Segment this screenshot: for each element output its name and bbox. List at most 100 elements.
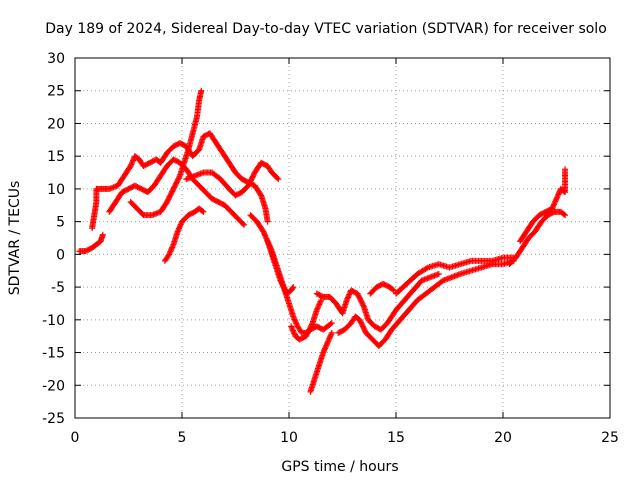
data-point [249, 174, 256, 181]
data-point [328, 320, 335, 327]
data-point [246, 180, 253, 187]
data-point [279, 281, 286, 288]
data-point [308, 322, 315, 329]
series-track-8 [264, 238, 297, 297]
data-point [355, 293, 362, 300]
x-tick-label: 10 [280, 430, 298, 446]
data-point [99, 231, 106, 238]
data-point [281, 286, 288, 293]
data-point [250, 172, 257, 179]
data-point [423, 265, 430, 272]
data-point [165, 196, 172, 203]
data-point [200, 208, 207, 215]
data-point [360, 324, 367, 331]
data-point [435, 271, 442, 277]
data-point [357, 295, 364, 302]
data-point [174, 178, 181, 185]
series-track-3 [106, 156, 248, 228]
data-point [307, 324, 314, 331]
data-point [357, 297, 364, 304]
y-tick-label: -20 [42, 378, 65, 394]
series-track-6 [183, 159, 282, 199]
data-point [360, 302, 367, 309]
data-point [198, 87, 205, 94]
data-point [358, 298, 365, 305]
data-point [278, 280, 285, 287]
data-point [168, 189, 175, 196]
data-point [306, 326, 313, 333]
y-tick-label: -5 [51, 280, 65, 296]
y-tick-label: 25 [47, 84, 65, 100]
data-point [245, 181, 252, 188]
data-point [280, 284, 287, 291]
data-point [308, 321, 315, 328]
data-point [275, 176, 282, 183]
data-point [356, 294, 363, 301]
data-point [390, 287, 397, 294]
data-point [328, 329, 335, 336]
data-point [174, 176, 181, 183]
series-track-10 [307, 329, 335, 395]
data-point [357, 319, 364, 326]
data-point [354, 290, 361, 297]
data-point [257, 191, 264, 198]
plot-frame [74, 57, 611, 419]
y-tick-label: -15 [42, 346, 65, 362]
data-point [175, 175, 182, 182]
data-point [358, 320, 365, 327]
data-point [562, 166, 569, 173]
data-point [359, 322, 366, 329]
data-point [303, 331, 310, 338]
data-point [173, 179, 180, 186]
y-tick-label: 15 [47, 149, 65, 165]
series-track-16 [517, 166, 569, 245]
x-tick-label: 20 [494, 430, 512, 446]
series-track-11 [313, 271, 442, 333]
data-point [359, 301, 366, 308]
data-point [166, 193, 173, 200]
data-point [327, 321, 334, 328]
data-point [169, 188, 176, 195]
data-point [248, 176, 255, 183]
data-point [167, 192, 174, 199]
series-track-4 [127, 87, 205, 219]
data-point [280, 282, 287, 289]
data-point [176, 174, 183, 181]
data-point [357, 318, 364, 325]
series-track-9 [288, 297, 325, 343]
data-marks [76, 87, 569, 395]
data-point [358, 299, 365, 306]
y-tick-label: 20 [47, 116, 65, 132]
data-point [281, 285, 288, 292]
grid-layer [75, 58, 610, 418]
data-point [562, 212, 569, 219]
data-point [290, 284, 297, 291]
data-point [359, 323, 366, 330]
series-track-5 [161, 205, 207, 264]
data-point [245, 182, 252, 189]
data-point [560, 211, 567, 218]
data-point [361, 327, 368, 334]
data-point [277, 277, 284, 284]
chart-title: Day 189 of 2024, Sidereal Day-to-day VTE… [45, 21, 607, 37]
data-point [278, 278, 285, 285]
x-tick-label: 0 [71, 430, 80, 446]
data-point [274, 175, 281, 181]
data-point [303, 333, 310, 340]
data-point [167, 191, 174, 198]
x-tick-label: 25 [601, 430, 619, 446]
y-tick-label: 30 [47, 51, 65, 67]
data-point [165, 195, 172, 202]
data-point [361, 325, 368, 332]
data-point [304, 330, 311, 337]
data-point [241, 221, 248, 228]
series-track-13 [367, 280, 397, 297]
data-point [305, 329, 312, 336]
axis-ticks: 0 5 10 15 20 25 -25 -20 -15 -10 -5 0 5 10 15 20 25 30 [42, 51, 619, 446]
data-point [173, 180, 180, 187]
data-point [170, 185, 177, 192]
x-tick-label: 5 [178, 430, 187, 446]
series-track-12 [335, 257, 517, 349]
data-point [249, 173, 256, 180]
